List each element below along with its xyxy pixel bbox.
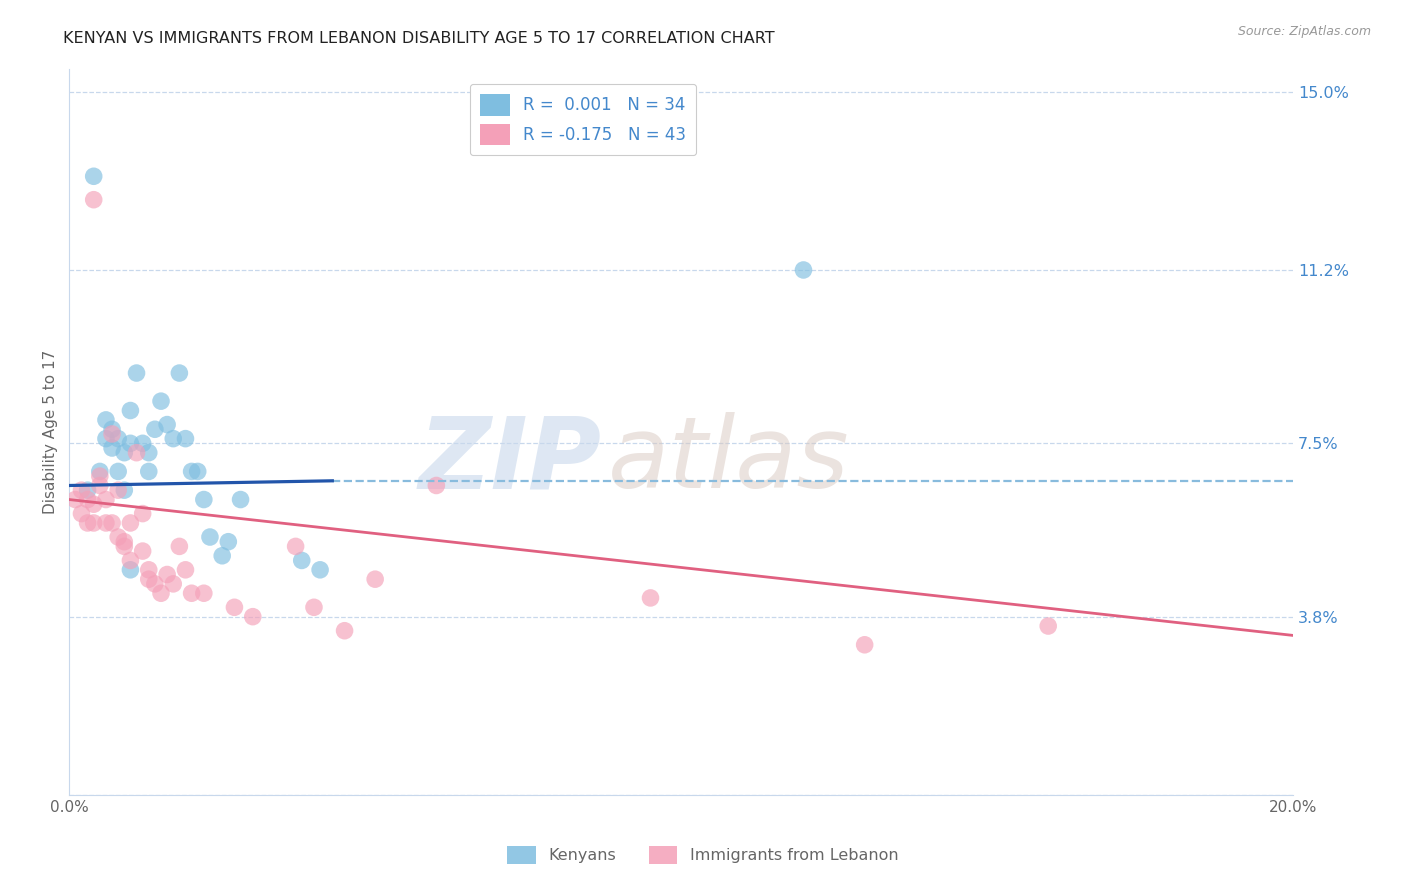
Legend: Kenyans, Immigrants from Lebanon: Kenyans, Immigrants from Lebanon <box>501 839 905 871</box>
Point <box>143 577 166 591</box>
Point <box>162 432 184 446</box>
Point <box>83 193 105 207</box>
Text: ZIP: ZIP <box>419 412 602 509</box>
Point <box>94 432 117 446</box>
Point <box>169 540 191 554</box>
Point <box>150 394 173 409</box>
Point <box>89 478 111 492</box>
Point <box>1038 619 1060 633</box>
Point <box>83 497 105 511</box>
Point <box>125 446 148 460</box>
Point <box>70 507 93 521</box>
Point <box>138 446 160 460</box>
Point <box>101 441 124 455</box>
Point <box>125 366 148 380</box>
Point <box>89 469 111 483</box>
Point <box>101 426 124 441</box>
Point <box>150 586 173 600</box>
Point <box>94 492 117 507</box>
Point <box>180 465 202 479</box>
Text: atlas: atlas <box>607 412 849 509</box>
Y-axis label: Disability Age 5 to 17: Disability Age 5 to 17 <box>44 350 58 514</box>
Point <box>94 516 117 530</box>
Point <box>107 465 129 479</box>
Point <box>107 483 129 498</box>
Point <box>302 600 325 615</box>
Point <box>284 540 307 554</box>
Point <box>333 624 356 638</box>
Point <box>162 577 184 591</box>
Point <box>76 516 98 530</box>
Point <box>112 483 135 498</box>
Point <box>143 422 166 436</box>
Point <box>198 530 221 544</box>
Point <box>229 492 252 507</box>
Point <box>217 534 239 549</box>
Point <box>187 465 209 479</box>
Point <box>65 492 87 507</box>
Point <box>180 586 202 600</box>
Point <box>131 544 153 558</box>
Point <box>83 169 105 184</box>
Point <box>120 553 142 567</box>
Point <box>120 403 142 417</box>
Point <box>76 492 98 507</box>
Point <box>94 413 117 427</box>
Point <box>70 483 93 498</box>
Point <box>169 366 191 380</box>
Point <box>174 432 197 446</box>
Point <box>112 534 135 549</box>
Point <box>792 263 814 277</box>
Point <box>107 432 129 446</box>
Point <box>425 478 447 492</box>
Text: Source: ZipAtlas.com: Source: ZipAtlas.com <box>1237 25 1371 38</box>
Point <box>193 492 215 507</box>
Point <box>364 572 387 586</box>
Point <box>309 563 332 577</box>
Point <box>112 540 135 554</box>
Point <box>156 417 179 432</box>
Point <box>120 516 142 530</box>
Text: KENYAN VS IMMIGRANTS FROM LEBANON DISABILITY AGE 5 TO 17 CORRELATION CHART: KENYAN VS IMMIGRANTS FROM LEBANON DISABI… <box>63 31 775 46</box>
Point <box>120 563 142 577</box>
Point <box>224 600 246 615</box>
Point <box>138 465 160 479</box>
Point <box>131 507 153 521</box>
Point <box>156 567 179 582</box>
Point <box>174 563 197 577</box>
Point <box>211 549 233 563</box>
Point <box>138 572 160 586</box>
Point <box>131 436 153 450</box>
Legend: R =  0.001   N = 34, R = -0.175   N = 43: R = 0.001 N = 34, R = -0.175 N = 43 <box>470 84 696 155</box>
Point <box>242 609 264 624</box>
Point <box>640 591 662 605</box>
Point <box>89 465 111 479</box>
Point <box>107 530 129 544</box>
Point <box>101 516 124 530</box>
Point <box>193 586 215 600</box>
Point <box>112 446 135 460</box>
Point <box>291 553 314 567</box>
Point <box>853 638 876 652</box>
Point <box>76 483 98 498</box>
Point <box>138 563 160 577</box>
Point <box>120 436 142 450</box>
Point <box>83 516 105 530</box>
Point <box>101 422 124 436</box>
